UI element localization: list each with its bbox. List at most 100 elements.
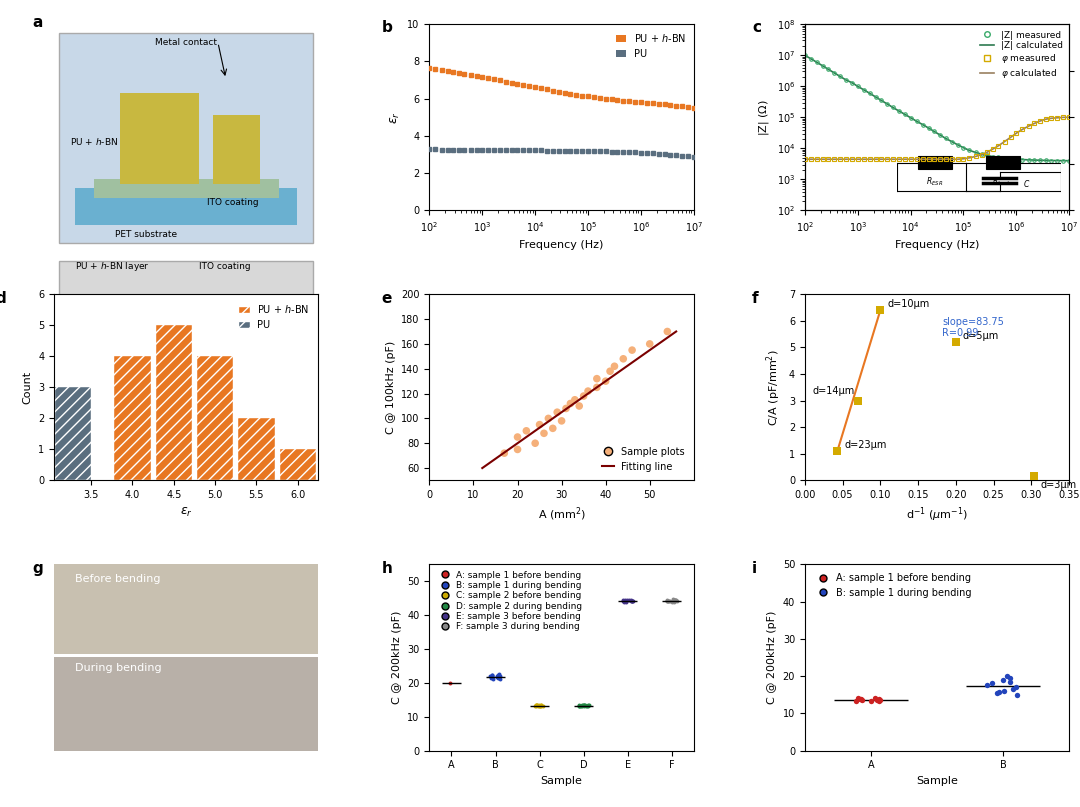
X-axis label: d$^{-1}$ ($\mu$m$^{-1}$): d$^{-1}$ ($\mu$m$^{-1}$) [906, 506, 968, 525]
Y-axis label: $\varepsilon_r$: $\varepsilon_r$ [389, 111, 402, 123]
Point [853, 692, 870, 705]
Point [534, 700, 551, 713]
Text: Metal contact: Metal contact [156, 38, 217, 47]
Point [862, 694, 879, 707]
Legend: A: sample 1 before bending, B: sample 1 during bending, C: sample 2 before bendi: A: sample 1 before bending, B: sample 1 … [434, 569, 584, 633]
Point [665, 594, 683, 607]
FancyBboxPatch shape [54, 658, 319, 751]
Point [589, 381, 606, 394]
Point [576, 699, 593, 712]
Point [663, 595, 680, 608]
Point [530, 699, 548, 712]
FancyBboxPatch shape [94, 179, 279, 198]
Text: PU + $h$-BN layer: PU + $h$-BN layer [76, 260, 150, 273]
Point [622, 594, 639, 607]
Point [617, 595, 634, 608]
Point [665, 595, 683, 608]
Text: During bending: During bending [76, 663, 162, 673]
Point [482, 672, 499, 685]
Point [570, 700, 588, 713]
Bar [55, 387, 91, 480]
Point [570, 698, 588, 711]
Point [553, 415, 570, 428]
Text: PET substrate: PET substrate [116, 230, 177, 239]
Point [566, 393, 583, 406]
Point [529, 698, 546, 711]
Point [531, 418, 549, 431]
Point [660, 595, 677, 608]
Text: d=3μm: d=3μm [1041, 479, 1077, 490]
Point [616, 595, 633, 608]
Text: d=23μm: d=23μm [845, 441, 887, 450]
Point [532, 699, 550, 712]
Point [536, 427, 553, 440]
FancyBboxPatch shape [213, 115, 260, 184]
Point [872, 303, 889, 316]
Point [870, 692, 888, 705]
Point [849, 692, 866, 705]
Text: d=5μm: d=5μm [963, 332, 999, 341]
Point [483, 669, 500, 682]
Point [491, 669, 509, 682]
Point [617, 595, 634, 608]
Point [615, 353, 632, 366]
Point [870, 694, 888, 707]
Point [622, 594, 639, 607]
Bar [114, 357, 151, 480]
Point [828, 445, 846, 458]
Point [562, 397, 579, 410]
Point [527, 437, 544, 449]
Point [575, 699, 592, 712]
Point [589, 372, 606, 385]
Text: b: b [382, 20, 393, 36]
Point [597, 374, 615, 387]
Point [659, 595, 676, 608]
Point [580, 700, 597, 713]
X-axis label: Frequency (Hz): Frequency (Hz) [895, 240, 980, 249]
Legend: Sample plots, Fitting line: Sample plots, Fitting line [598, 443, 689, 475]
Point [847, 695, 864, 708]
Point [666, 593, 684, 606]
X-axis label: Sample: Sample [916, 776, 958, 786]
Point [540, 412, 557, 424]
Legend: PU + $h$-BN, PU: PU + $h$-BN, PU [234, 299, 313, 334]
Point [570, 399, 588, 412]
Bar [280, 449, 315, 480]
Text: Before bending: Before bending [76, 574, 161, 583]
Bar [156, 325, 192, 480]
Legend: PU + $h$-BN, PU: PU + $h$-BN, PU [613, 29, 689, 62]
X-axis label: A (mm$^2$): A (mm$^2$) [538, 506, 585, 524]
Point [442, 676, 459, 689]
Text: Metal contact: Metal contact [116, 454, 177, 462]
Point [509, 431, 526, 444]
Point [496, 447, 513, 460]
X-axis label: Frequency (Hz): Frequency (Hz) [519, 240, 604, 249]
Point [616, 595, 633, 608]
Legend: A: sample 1 before bending, B: sample 1 during bending: A: sample 1 before bending, B: sample 1 … [810, 569, 975, 602]
FancyBboxPatch shape [54, 564, 319, 654]
Point [1008, 681, 1025, 694]
Text: a: a [32, 15, 43, 30]
Point [669, 594, 686, 607]
Point [544, 422, 562, 435]
Point [606, 360, 623, 373]
Y-axis label: C @ 100kHz (pF): C @ 100kHz (pF) [386, 341, 395, 434]
Point [615, 594, 632, 607]
Point [572, 699, 590, 712]
Text: slope=83.75
R=0.99: slope=83.75 R=0.99 [942, 316, 1004, 338]
Point [866, 692, 883, 705]
Y-axis label: C/A (pF/mm$^2$): C/A (pF/mm$^2$) [765, 349, 783, 426]
Point [532, 698, 550, 711]
Point [853, 693, 870, 706]
Point [642, 337, 659, 350]
Point [623, 595, 640, 608]
Point [482, 670, 499, 683]
Point [618, 595, 635, 608]
Point [666, 594, 684, 607]
X-axis label: $\varepsilon_r$: $\varepsilon_r$ [179, 506, 192, 519]
Point [978, 679, 996, 692]
Point [483, 671, 500, 684]
Point [526, 700, 543, 713]
Text: g: g [32, 561, 43, 575]
Point [623, 594, 640, 607]
